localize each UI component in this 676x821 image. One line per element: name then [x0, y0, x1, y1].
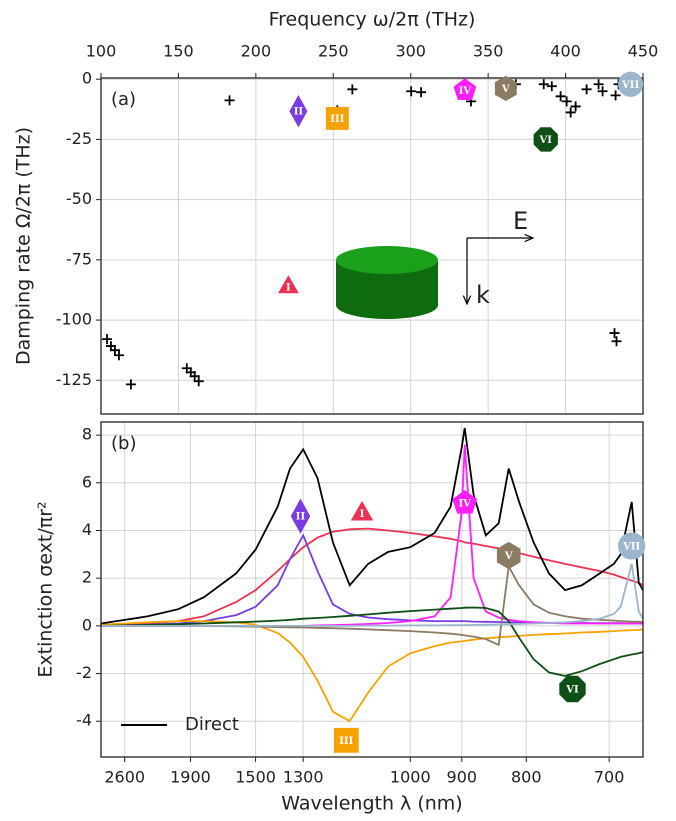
field-label: E — [513, 207, 528, 235]
mode-label: I — [360, 509, 365, 520]
mode-marker — [333, 727, 359, 753]
data-point — [224, 95, 235, 106]
mode-marker — [289, 95, 308, 128]
panel-label: (b) — [111, 433, 136, 454]
x-tick-label: 800 — [511, 768, 542, 787]
data-point — [565, 107, 576, 118]
mode-marker — [453, 78, 477, 100]
data-point — [581, 84, 592, 95]
data-point — [416, 87, 427, 98]
data-point — [102, 334, 113, 345]
mode-marker — [496, 541, 521, 570]
y-tick-label: -2 — [76, 663, 92, 682]
plot-frame — [100, 421, 644, 758]
data-point — [546, 81, 557, 92]
data-point — [597, 86, 608, 97]
series-line — [101, 444, 643, 627]
mode-label: VI — [565, 685, 579, 696]
data-point — [593, 79, 604, 90]
mode-label: VII — [621, 80, 639, 91]
x-tick-label: 2600 — [104, 768, 145, 787]
y-tick-label: 4 — [82, 520, 92, 539]
data-point — [109, 345, 120, 356]
data-point — [610, 90, 621, 101]
series-line — [100, 527, 644, 627]
y-tick-label: -4 — [76, 711, 92, 730]
data-point — [406, 86, 417, 97]
x-tick-label: 1500 — [235, 768, 276, 787]
data-point — [609, 328, 620, 339]
series-line — [100, 533, 643, 627]
y-tick-label: -25 — [66, 129, 92, 148]
mode-label: II — [296, 512, 306, 523]
x-tick-label: 100 — [86, 42, 117, 61]
x-axis-label: Frequency ω/2π (THz) — [269, 9, 476, 31]
x-tick-label: 350 — [473, 42, 504, 61]
x-tick-label: 450 — [628, 42, 659, 61]
y-axis-label: Damping rate Ω/2π (THz) — [13, 127, 35, 365]
mode-label: III — [330, 114, 344, 125]
x-axis-label: Wavelength λ (nm) — [281, 793, 462, 815]
legend-label: Direct — [185, 714, 239, 735]
data-point — [611, 336, 622, 347]
mode-marker — [559, 675, 586, 703]
data-point — [193, 376, 204, 387]
y-axis-label: Extinction σext/πr² — [35, 501, 57, 677]
series-line — [100, 427, 644, 625]
data-point — [570, 101, 581, 112]
mode-label: VII — [622, 541, 640, 552]
mode-label: IV — [458, 499, 471, 510]
x-tick-label: 300 — [395, 42, 426, 61]
mode-label: V — [504, 551, 513, 562]
y-tick-label: 6 — [82, 472, 92, 491]
panel-label: (a) — [111, 89, 136, 110]
y-tick-label: 8 — [82, 425, 92, 444]
series-line — [100, 620, 644, 723]
y-tick-label: -125 — [56, 370, 92, 389]
mode-marker — [533, 127, 558, 152]
data-point — [347, 84, 358, 95]
mode-marker — [452, 490, 478, 514]
series-line — [101, 563, 644, 627]
x-tick-label: 700 — [594, 768, 625, 787]
data-point — [561, 96, 572, 107]
mode-marker — [618, 71, 644, 97]
series-line — [100, 606, 644, 677]
y-tick-label: -75 — [66, 249, 92, 268]
mode-label: V — [501, 84, 510, 95]
y-tick-label: 2 — [82, 568, 92, 587]
mode-marker — [290, 498, 311, 534]
x-tick-label: 150 — [163, 42, 194, 61]
data-point — [189, 371, 200, 382]
y-tick-label: 0 — [82, 69, 92, 88]
data-point — [113, 350, 124, 361]
inset: E k — [336, 207, 533, 319]
mode-marker — [618, 532, 646, 560]
x-tick-label: 1900 — [170, 768, 211, 787]
mode-label: II — [294, 107, 304, 118]
data-point — [125, 379, 136, 390]
x-tick-label: 1000 — [390, 768, 431, 787]
mode-label: IV — [459, 86, 472, 97]
x-tick-label: 1300 — [283, 768, 324, 787]
mode-marker — [278, 275, 299, 294]
x-tick-label: 400 — [550, 42, 581, 61]
wavevector-label: k — [476, 281, 490, 309]
mode-marker — [494, 75, 517, 101]
x-tick-label: 900 — [447, 768, 478, 787]
y-tick-label: -50 — [66, 189, 92, 208]
data-point — [538, 79, 549, 90]
mode-label: III — [339, 736, 353, 747]
mode-marker — [350, 501, 374, 521]
mode-label: I — [286, 282, 291, 293]
mode-marker — [325, 107, 349, 130]
y-tick-label: 0 — [82, 615, 92, 634]
mode-label: VI — [539, 135, 553, 146]
y-tick-label: -100 — [56, 310, 92, 329]
x-tick-label: 200 — [241, 42, 272, 61]
x-tick-label: 250 — [318, 42, 349, 61]
data-point — [555, 91, 566, 102]
plot-frame — [100, 77, 644, 415]
